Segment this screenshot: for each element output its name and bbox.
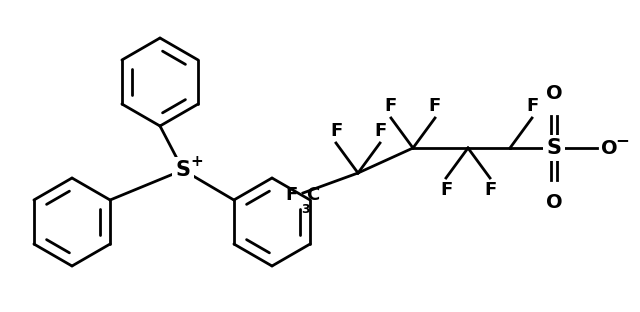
Text: +: +	[191, 154, 204, 169]
Text: −: −	[615, 131, 629, 149]
Text: O: O	[546, 193, 563, 212]
Text: S: S	[547, 138, 561, 158]
Text: F: F	[526, 97, 538, 115]
Text: F: F	[484, 181, 496, 199]
Text: F: F	[429, 97, 441, 115]
Text: 3: 3	[301, 203, 310, 216]
Text: C: C	[306, 186, 319, 204]
Text: F: F	[440, 181, 452, 199]
Text: F: F	[374, 122, 386, 140]
Text: F: F	[330, 122, 342, 140]
Text: O: O	[546, 84, 563, 103]
Text: O: O	[601, 139, 618, 158]
Text: F: F	[385, 97, 397, 115]
Text: S: S	[175, 160, 191, 180]
Text: F: F	[285, 186, 298, 204]
